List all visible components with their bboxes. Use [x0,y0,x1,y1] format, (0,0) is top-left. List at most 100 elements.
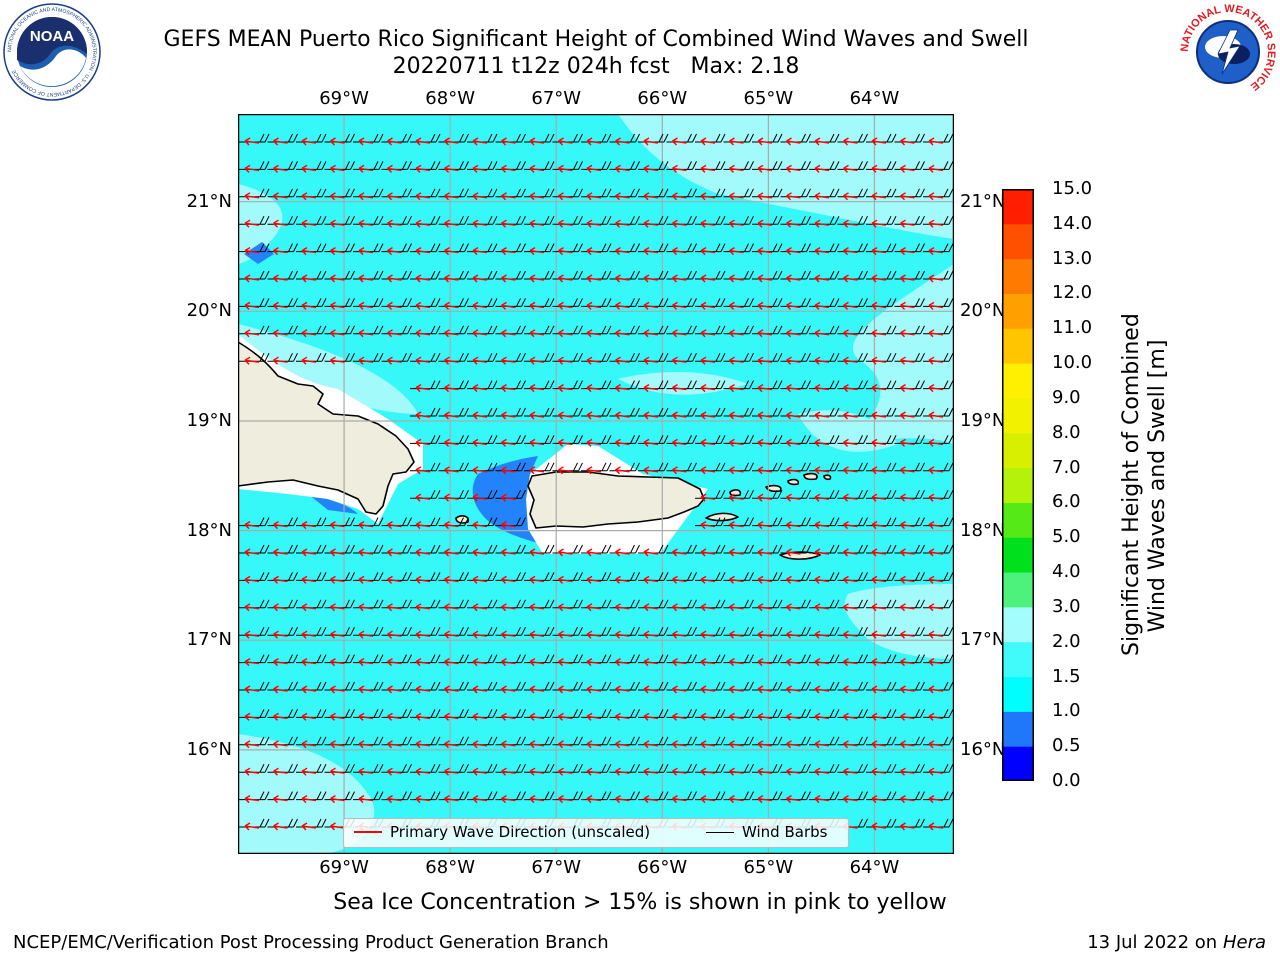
wave-arrow [757,740,773,749]
wave-arrow [244,712,260,721]
wave-arrow [672,219,687,228]
wave-arrow [786,329,801,338]
wave-arrow [501,274,516,283]
wave-arrow [900,767,915,776]
wave-arrow [444,685,459,694]
wave-arrow [472,164,488,173]
wave-arrow [273,274,288,283]
wave-arrow [415,274,431,283]
wave-arrow [558,411,573,420]
wave-arrow [330,246,345,256]
lon-tick-top: 68°W [425,88,475,109]
wave-arrow [444,301,459,310]
wave-arrow [387,164,402,173]
wave-arrow [928,383,944,393]
colorbar-bin [1002,363,1034,399]
noaa-logo: NOAA NATIONAL OCEANIC AND ATMOSPHERIC AD… [3,3,101,101]
wave-arrow [558,767,573,776]
wave-arrow [672,301,687,310]
wave-arrow [700,164,716,173]
wave-arrow [501,657,516,667]
wave-arrow [928,657,944,667]
colorbar-tick: 3.0 [1052,595,1081,617]
wave-arrow [700,767,716,776]
wave-arrow [301,603,317,612]
lon-tick-bottom: 66°W [637,857,688,878]
wave-arrow [501,575,516,584]
wave-arrow [871,438,887,447]
wave-arrow [672,575,687,584]
wave-arrow [900,164,915,173]
wave-arrow [729,657,744,667]
wave-arrow [444,794,459,804]
wave-arrow [786,712,801,721]
wave-arrow [729,466,744,475]
wave-arrow [900,438,915,447]
wave-arrow [358,603,374,612]
wave-arrow [871,274,887,283]
wave-arrow [358,356,374,365]
wave-arrow [472,630,488,639]
colorbar-bin [1002,502,1034,538]
lon-tick-top: 66°W [637,88,688,109]
wave-arrow [615,411,630,420]
wave-arrow [786,137,801,146]
wave-arrow [387,712,402,721]
wave-arrow [444,219,459,228]
wave-arrow [700,794,716,804]
wave-arrow [643,301,659,310]
wave-arrow [586,794,602,804]
wave-arrow [529,356,545,365]
colorbar-bin [1002,572,1034,608]
wave-arrow [415,192,431,201]
wave-arrow [330,274,345,283]
wave-arrow [358,685,374,694]
wave-arrow [444,466,459,475]
wave-arrow [444,493,459,502]
colorbar-tick: 6.0 [1052,491,1081,513]
wave-arrow [387,137,402,146]
wave-arrow [900,822,915,831]
wave-arrow [244,164,260,173]
wave-arrow [729,603,744,612]
landmasses [238,341,832,560]
colorbar-bin [1002,258,1034,294]
wave-arrow [757,575,773,584]
wave-arrow [301,329,317,338]
wave-arrow [643,603,659,612]
wave-arrow [928,493,944,502]
wave-arrow [900,246,915,256]
wave-arrow [586,164,602,173]
wave-arrow [415,137,431,146]
wave-arrow [444,630,459,639]
wave-arrow [729,630,744,639]
title-line-1: GEFS MEAN Puerto Rico Significant Height… [163,27,1029,52]
wave-arrow [586,219,602,228]
colorbar-tick: 0.0 [1052,770,1081,791]
wave-arrow [672,356,687,365]
wave-arrow [643,548,659,557]
wave-arrow [586,575,602,584]
wave-arrow [729,246,744,256]
wave-arrow [843,493,858,502]
wave-arrow [843,740,858,749]
wave-arrow [301,520,317,530]
wave-arrow [586,712,602,721]
wave-arrow [358,712,374,721]
wave-arrow [387,630,402,639]
lon-tick-bottom: 64°W [849,857,900,878]
wave-arrow [273,219,288,228]
wave-arrow [928,548,944,557]
colorbar-bin [1002,606,1034,643]
wave-arrow [273,329,288,338]
wave-arrow [244,767,260,776]
wave-arrow [330,603,345,612]
wave-arrow [415,411,431,420]
wave-arrow [558,603,573,612]
wave-arrow [700,466,716,475]
wave-arrow [729,548,744,557]
wave-arrow [729,685,744,694]
wave-arrow [358,274,374,283]
wave-arrow [301,246,317,256]
wave-arrow [387,329,402,338]
